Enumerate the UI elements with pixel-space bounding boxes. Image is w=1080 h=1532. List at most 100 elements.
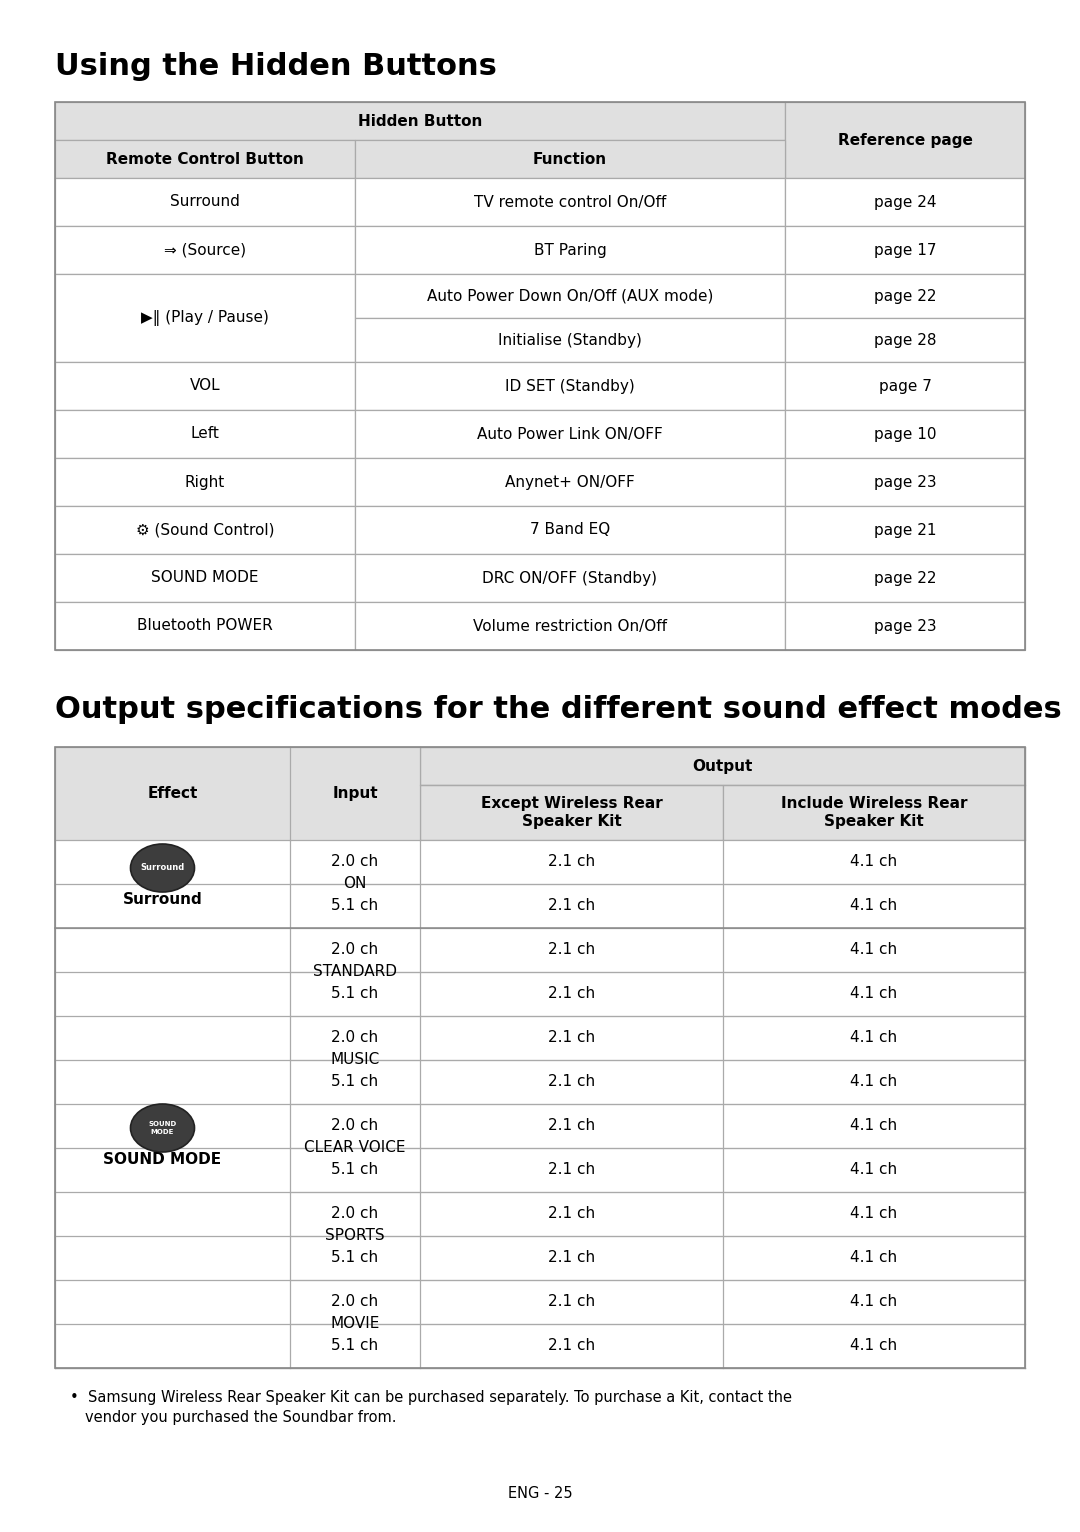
Bar	[291, 884, 420, 928]
Text: ⇒ (Source): ⇒ (Source)	[164, 242, 246, 257]
Text: 2.1 ch: 2.1 ch	[548, 855, 595, 870]
Text: 4.1 ch: 4.1 ch	[850, 1031, 897, 1045]
Text: page 23: page 23	[874, 619, 936, 634]
Bar	[723, 784, 1025, 840]
Text: 4.1 ch: 4.1 ch	[850, 1295, 897, 1310]
Bar	[723, 840, 1025, 884]
Text: page 23: page 23	[874, 475, 936, 490]
Bar	[55, 1105, 291, 1147]
Text: SPORTS: SPORTS	[325, 1229, 384, 1244]
Bar	[55, 971, 291, 1016]
Text: 5.1 ch: 5.1 ch	[332, 987, 379, 1002]
Bar	[291, 1281, 420, 1324]
Bar	[420, 1236, 723, 1281]
Bar	[420, 1192, 723, 1236]
Bar	[420, 1147, 723, 1192]
Bar	[55, 458, 355, 506]
Bar	[723, 884, 1025, 928]
Text: 4.1 ch: 4.1 ch	[850, 1163, 897, 1178]
Bar	[55, 411, 355, 458]
Text: VOL: VOL	[190, 378, 220, 394]
Text: Reference page: Reference page	[838, 132, 972, 147]
Text: 2.1 ch: 2.1 ch	[548, 898, 595, 913]
Text: page 22: page 22	[874, 570, 936, 585]
Bar	[723, 1192, 1025, 1236]
Bar	[291, 1105, 420, 1147]
Bar	[55, 748, 1025, 1368]
Text: page 17: page 17	[874, 242, 936, 257]
Text: Hidden Button: Hidden Button	[357, 113, 482, 129]
Bar	[723, 1060, 1025, 1105]
Text: Initialise (Standby): Initialise (Standby)	[498, 332, 642, 348]
Text: 2.1 ch: 2.1 ch	[548, 1074, 595, 1089]
Bar	[55, 884, 291, 928]
Text: Left: Left	[190, 426, 219, 441]
Bar	[420, 1324, 723, 1368]
Bar	[723, 1016, 1025, 1060]
Bar	[355, 555, 785, 602]
Bar	[291, 1236, 420, 1281]
Text: Bluetooth POWER: Bluetooth POWER	[137, 619, 273, 634]
Text: 2.1 ch: 2.1 ch	[548, 1339, 595, 1353]
Bar	[420, 1105, 723, 1147]
Text: page 22: page 22	[874, 288, 936, 303]
Text: 4.1 ch: 4.1 ch	[850, 942, 897, 958]
Bar	[723, 1236, 1025, 1281]
Text: 4.1 ch: 4.1 ch	[850, 1074, 897, 1089]
Text: Remote Control Button: Remote Control Button	[106, 152, 303, 167]
Text: 4.1 ch: 4.1 ch	[850, 898, 897, 913]
Bar	[55, 1324, 291, 1368]
Bar	[291, 748, 420, 840]
Text: 5.1 ch: 5.1 ch	[332, 1339, 379, 1353]
Text: 4.1 ch: 4.1 ch	[850, 855, 897, 870]
Text: SOUND MODE: SOUND MODE	[104, 1152, 221, 1167]
Bar	[420, 840, 723, 884]
Text: 2.1 ch: 2.1 ch	[548, 1163, 595, 1178]
Text: 4.1 ch: 4.1 ch	[850, 1118, 897, 1134]
Text: 2.0 ch: 2.0 ch	[332, 1207, 379, 1221]
Bar	[291, 840, 420, 884]
Text: page 24: page 24	[874, 195, 936, 210]
Bar	[785, 602, 1025, 650]
Text: 5.1 ch: 5.1 ch	[332, 1250, 379, 1265]
Text: 4.1 ch: 4.1 ch	[850, 1207, 897, 1221]
Bar	[55, 1060, 291, 1105]
Bar	[291, 1147, 420, 1192]
Bar	[55, 1236, 291, 1281]
Bar	[420, 971, 723, 1016]
Text: Surround: Surround	[123, 892, 202, 907]
Bar	[55, 748, 291, 784]
Text: 4.1 ch: 4.1 ch	[850, 1250, 897, 1265]
Bar	[420, 928, 723, 971]
Text: Using the Hidden Buttons: Using the Hidden Buttons	[55, 52, 497, 81]
Bar	[55, 362, 355, 411]
Bar	[420, 1281, 723, 1324]
Text: 5.1 ch: 5.1 ch	[332, 1074, 379, 1089]
Text: ▶‖ (Play / Pause): ▶‖ (Play / Pause)	[141, 309, 269, 326]
Bar	[291, 971, 420, 1016]
Text: 2.0 ch: 2.0 ch	[332, 855, 379, 870]
Bar	[355, 602, 785, 650]
Bar	[55, 103, 1025, 650]
Text: page 21: page 21	[874, 522, 936, 538]
Bar	[55, 602, 355, 650]
Bar	[785, 178, 1025, 227]
Text: page 7: page 7	[878, 378, 931, 394]
Bar	[291, 1016, 420, 1060]
Text: 2.1 ch: 2.1 ch	[548, 987, 595, 1002]
Bar	[355, 506, 785, 555]
Text: 4.1 ch: 4.1 ch	[850, 987, 897, 1002]
Bar	[420, 784, 723, 840]
Bar	[355, 227, 785, 274]
Bar	[55, 1281, 291, 1324]
Bar	[785, 506, 1025, 555]
Bar	[291, 928, 420, 971]
Bar	[723, 1281, 1025, 1324]
Text: 5.1 ch: 5.1 ch	[332, 1163, 379, 1178]
Text: 2.0 ch: 2.0 ch	[332, 1295, 379, 1310]
Bar	[355, 411, 785, 458]
Text: ON: ON	[343, 876, 367, 892]
Bar	[291, 1060, 420, 1105]
Bar	[420, 1016, 723, 1060]
Bar	[55, 928, 291, 971]
